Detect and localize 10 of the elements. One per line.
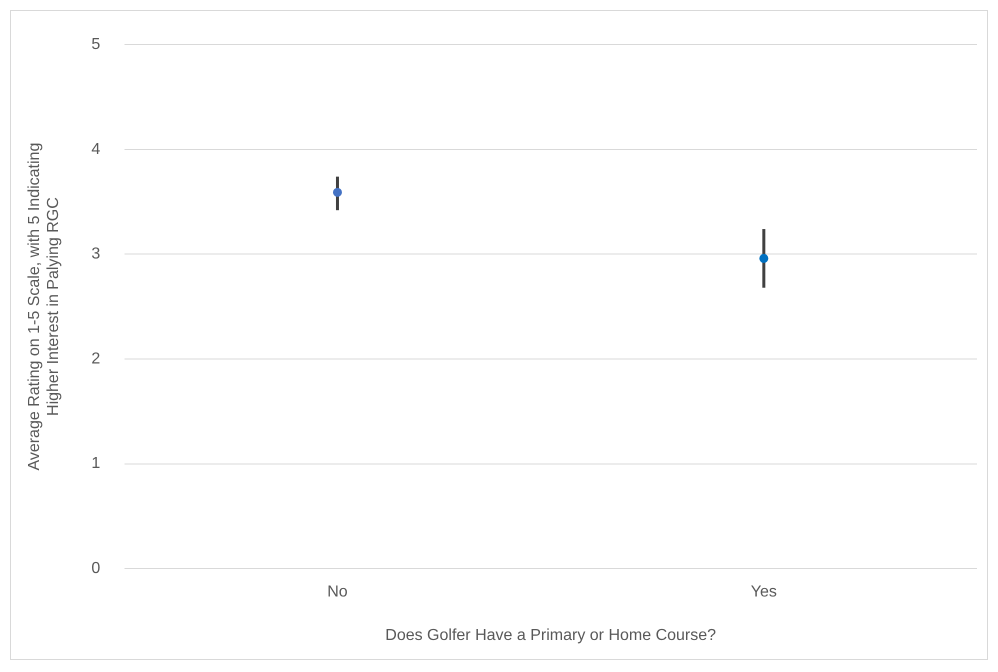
y-tick-label: 0 bbox=[91, 560, 100, 578]
y-tick-label: 2 bbox=[91, 350, 100, 368]
x-tick-label: Yes bbox=[750, 584, 777, 601]
y-axis-title: Average Rating on 1-5 Scale, with 5 Indicating Higher Interest in Palying RGC bbox=[26, 142, 62, 471]
x-axis-title: Does Golfer Have a Primary or Home Course? bbox=[385, 626, 716, 644]
x-tick-label: No bbox=[327, 584, 348, 601]
y-tick-label: 4 bbox=[91, 140, 100, 158]
y-tick-label: 3 bbox=[91, 246, 100, 263]
y-tick-label: 5 bbox=[91, 36, 100, 54]
y-tick-label: 1 bbox=[91, 455, 100, 472]
